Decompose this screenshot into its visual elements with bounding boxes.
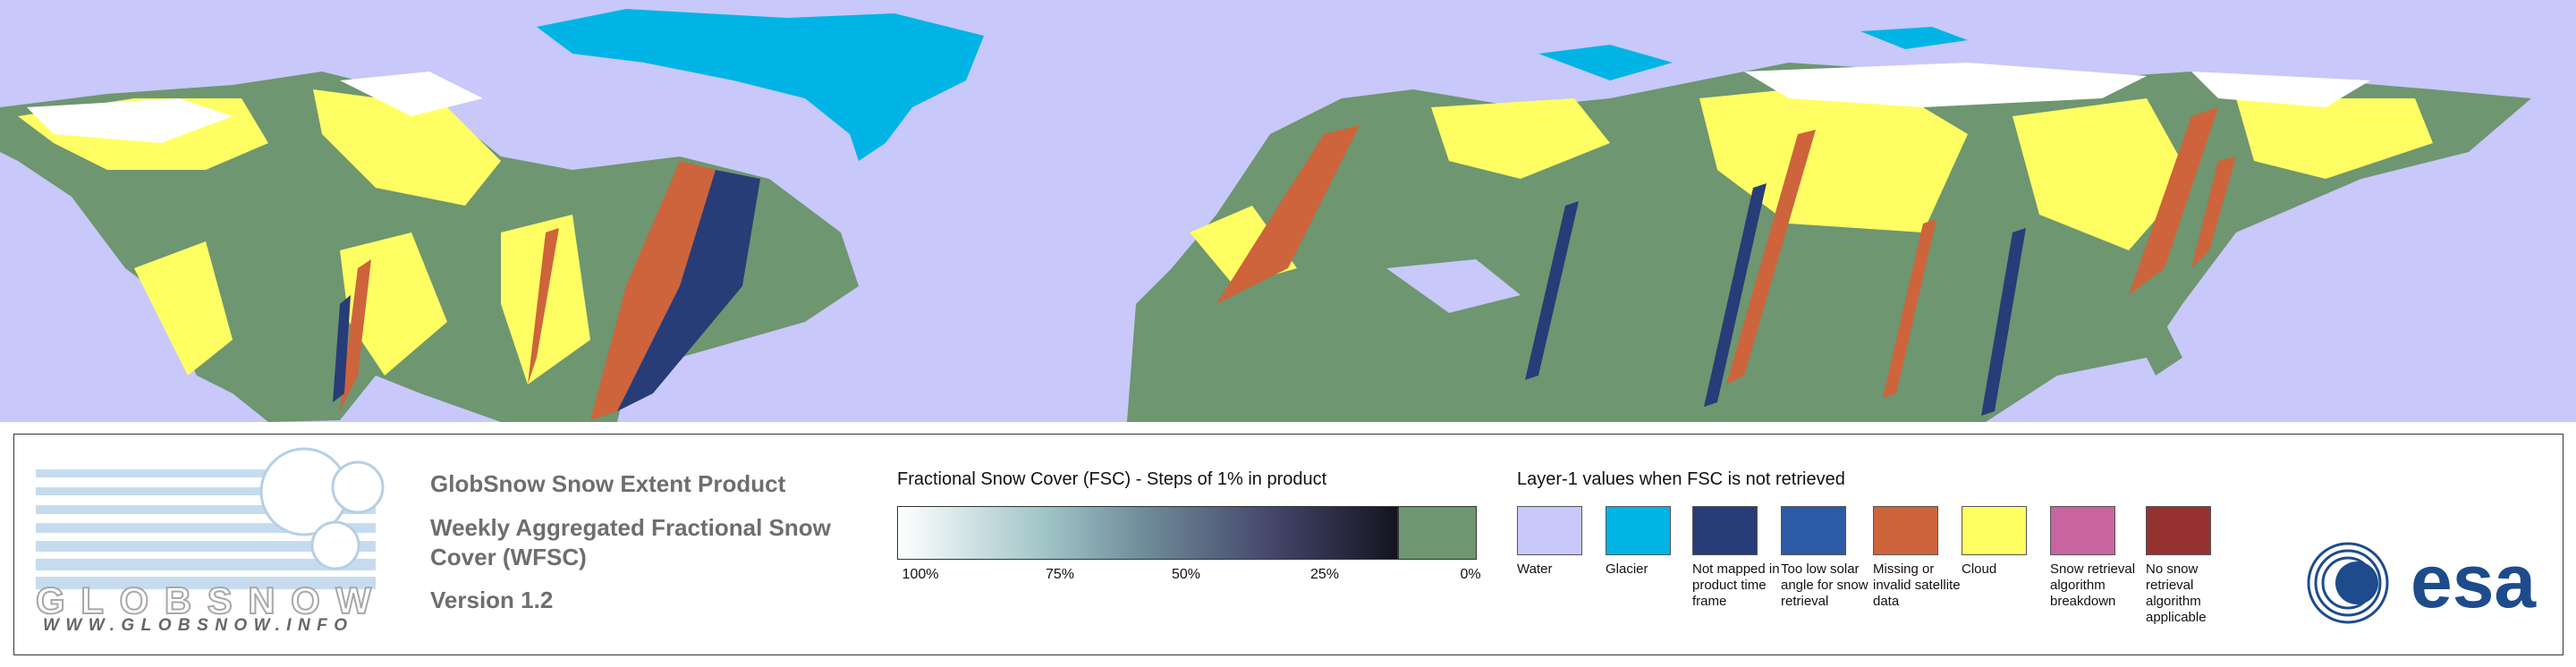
colorbar-tick-label: 100%	[902, 567, 939, 582]
legend-label: No snow retrieval algorithm applicable	[2146, 561, 2207, 625]
colorbar-tick-label: 75%	[1045, 567, 1075, 582]
legend-label: Water	[1517, 561, 1553, 577]
product-version: Version 1.2	[430, 587, 554, 613]
legend-swatch	[1517, 506, 1582, 555]
colorbar-tick-label: 25%	[1309, 567, 1340, 582]
colorbar	[897, 506, 1398, 560]
colorbar-title: Fractional Snow Cover (FSC) - Steps of 1…	[897, 469, 1327, 489]
colorbar-tick-label: 0%	[1460, 567, 1481, 582]
legend-swatch	[1873, 506, 1938, 555]
logo-url: WWW.GLOBSNOW.INFO	[43, 616, 347, 635]
product-title: Weekly Aggregated Fractional Snow Cover …	[430, 514, 831, 570]
colorbar-zero	[1398, 506, 1477, 560]
esa-logo: esa	[2307, 541, 2537, 624]
legend-swatch	[1962, 506, 2027, 555]
legend-label: Glacier	[1606, 561, 1648, 577]
legend-swatch	[2146, 506, 2211, 555]
legend-swatch	[1606, 506, 1671, 555]
legend-label: Too low solar angle for snow retrieval	[1781, 561, 1868, 609]
product-name: GlobSnow Snow Extent Product	[430, 470, 786, 497]
colorbar-tick-label: 50%	[1171, 567, 1201, 582]
snow-map	[0, 0, 2576, 422]
legend-label: Missing or invalid satellite data	[1873, 561, 1961, 609]
globsnow-logo: GLOBSNOW WWW.GLOBSNOW.INFO	[36, 447, 385, 635]
legend-label: Snow retrieval algorithm breakdown	[2050, 561, 2136, 609]
legend-label: Not mapped in product time frame	[1692, 561, 1780, 609]
esa-text: esa	[2411, 541, 2537, 623]
legend-swatch	[1692, 506, 1758, 555]
legend-swatch	[1781, 506, 1846, 555]
legend-label: Cloud	[1962, 561, 1997, 577]
legend-panel	[13, 434, 2563, 655]
legend-swatch	[2050, 506, 2115, 555]
legend-title: Layer-1 values when FSC is not retrieved	[1517, 469, 1845, 489]
